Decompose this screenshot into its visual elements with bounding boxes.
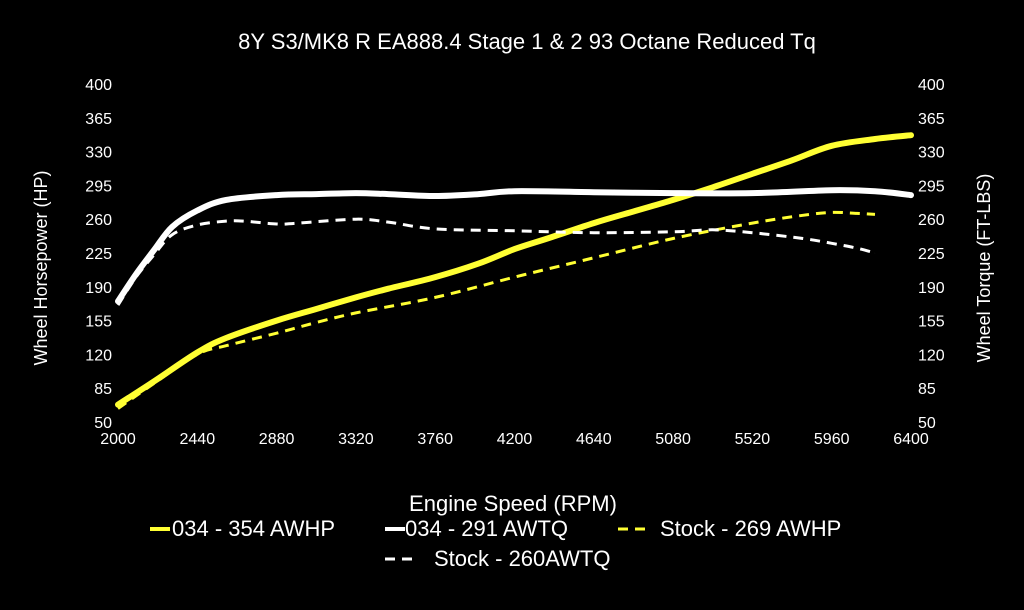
x-tick-label: 5520 [735,431,771,448]
axes: 2000 2440 2880 3320 3760 4200 4640 5080 5520 5960… [85,77,945,448]
x-tick-label: 2000 [100,431,136,448]
y-tick-label-left: 225 [85,246,112,263]
x-axis-title: Engine Speed (RPM) [409,491,617,516]
series-lines [115,132,914,410]
y-tick-label-left: 400 [85,77,112,94]
y2-axis-title: Wheel Torque (FT-LBS) [974,174,994,363]
series-line-3 [116,217,876,306]
y-tick-label-left: 85 [94,381,112,398]
y-tick-label-right: 295 [918,178,945,195]
y-tick-label-right: 155 [918,314,945,331]
y-tick-label-right: 85 [918,381,936,398]
series-line-2 [117,210,876,410]
x-tick-label: 2880 [259,431,295,448]
x-tick-label: 2440 [180,431,216,448]
y-tick-label-left: 120 [85,347,112,364]
y-tick-label-right: 365 [918,111,945,128]
x-tick-label: 4640 [576,431,612,448]
y-tick-label-left: 330 [85,145,112,162]
y-tick-label-right: 190 [918,280,945,297]
y-axis-title: Wheel Horsepower (HP) [31,170,51,365]
x-tick-label: 5080 [655,431,691,448]
series-line-0 [115,132,914,408]
y-tick-label-left: 190 [85,280,112,297]
legend-label-2: Stock - 269 AWHP [660,516,841,541]
y-tick-label-left: 260 [85,212,112,229]
y-tick-label-right: 120 [918,347,945,364]
y-tick-label-right: 260 [918,212,945,229]
x-tick-label: 6400 [893,431,929,448]
series-line-1 [115,187,914,305]
y-tick-label-left: 295 [85,178,112,195]
legend-label-0: 034 - 354 AWHP [172,516,335,541]
y-tick-label-left: 155 [85,314,112,331]
y-tick-label-right: 50 [918,415,936,432]
legend-label-3: Stock - 260AWTQ [434,546,610,571]
x-tick-label: 3320 [338,431,374,448]
legend-label-1: 034 - 291 AWTQ [405,516,568,541]
x-tick-label: 4200 [497,431,533,448]
y-tick-label-right: 225 [918,246,945,263]
x-tick-label: 3760 [417,431,453,448]
x-tick-label: 5960 [814,431,850,448]
y-tick-label-right: 400 [918,77,945,94]
chart-title: 8Y S3/MK8 R EA888.4 Stage 1 & 2 93 Octan… [238,29,816,54]
legend: 034 - 354 AWHP 034 - 291 AWTQ Stock - 269 … [150,516,841,571]
y-tick-label-right: 330 [918,145,945,162]
y-tick-label-left: 365 [85,111,112,128]
y-tick-label-left: 50 [94,415,112,432]
